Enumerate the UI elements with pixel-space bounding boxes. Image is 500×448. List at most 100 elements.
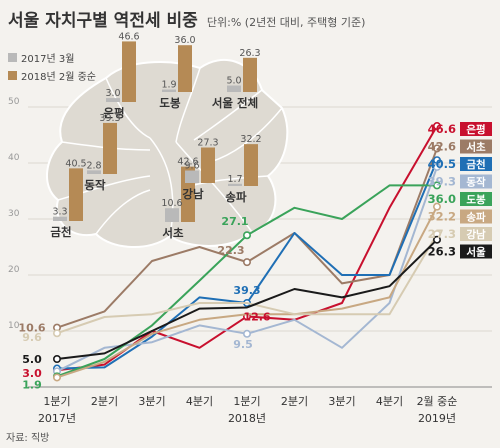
series-tag-label: 송파: [466, 211, 486, 224]
bar-2018: [201, 147, 215, 183]
district-border: [57, 175, 151, 201]
district-border: [193, 89, 263, 141]
series-tag: [460, 227, 492, 241]
x-tick-label: 1분기: [43, 395, 70, 408]
mid-value-label: 27.1: [221, 215, 248, 228]
bar-group-label: 금천: [50, 225, 71, 239]
mid-value-label: 9.5: [233, 338, 253, 351]
series-line: [56, 206, 438, 379]
bar-value-2017: 1.9: [161, 80, 176, 91]
bar-group-label: 은평: [103, 106, 124, 120]
bar-value-2018: 36.0: [174, 35, 195, 46]
series-tag-label: 은평: [466, 123, 485, 136]
x-year-label: 2018년: [228, 412, 266, 425]
end-value-label: 26.3: [428, 245, 456, 259]
bar-group-label: 강남: [182, 187, 204, 201]
bar-group: 2.8 39.3 동작: [84, 113, 120, 192]
bar-2017: [53, 216, 67, 221]
y-tick-label: 30: [8, 209, 20, 219]
end-value-label: 36.0: [428, 192, 456, 206]
bar-group: 5.0 26.3 서울 전체: [212, 48, 261, 110]
start-value-label: 3.0: [22, 367, 42, 380]
bar-value-2018: 39.3: [99, 113, 120, 124]
bar-legend: 2017년 3월 2018년 2월 중순: [8, 50, 96, 86]
series-tag: [460, 157, 492, 171]
series-tag-label: 서울: [466, 246, 486, 259]
x-tick-label: 3분기: [328, 395, 355, 408]
start-value-label: 10.6: [18, 322, 45, 335]
series-line: [56, 239, 438, 360]
legend-swatch-2018: [8, 71, 17, 80]
data-point: [432, 202, 441, 211]
district-border: [95, 189, 151, 235]
bar-2018: [244, 144, 258, 186]
legend-label-2018: 2018년 2월 중순: [21, 72, 96, 83]
x-tick-labels: 1분기 2분기 3분기 4분기 1분기 2분기 3분기 4분기 2월 중순 2017년 2018년 2…: [38, 395, 457, 425]
mid-value-label: 22.3: [217, 244, 244, 257]
bar-value-2017: 2.8: [86, 160, 101, 171]
start-labels: 3.0 10.6 1.9 9.6 5.0: [18, 322, 45, 392]
bar-group-label: 서울 전체: [212, 96, 258, 110]
data-point: [243, 329, 252, 338]
end-labels: 46.6 은평 42.6 서초 40.5 금천 39.3 동작 36.0 도봉 32.2 송파 27.3…: [428, 122, 492, 259]
series-tag: [460, 139, 492, 154]
district-border: [189, 175, 269, 187]
seoul-district-map: [45, 59, 289, 248]
bar-2018: [103, 122, 117, 174]
end-value-label: 42.6: [428, 140, 456, 154]
x-tick-label: 2분기: [91, 395, 118, 408]
x-tick-label: 2분기: [281, 395, 308, 408]
data-point: [52, 354, 61, 363]
series-tag-label: 강남: [466, 228, 486, 241]
data-point: [243, 258, 252, 267]
x-year-label: 2017년: [38, 412, 76, 425]
bar-value-2017: 5.0: [226, 76, 241, 87]
legend-item-2017: 2017년 3월: [8, 50, 96, 65]
bar-value-2017: 3.3: [52, 207, 67, 218]
data-point: [432, 144, 441, 153]
series-tag: [460, 122, 492, 136]
x-year-label: 2019년: [418, 412, 456, 425]
bar-2017: [228, 183, 242, 186]
series-tag: [460, 209, 492, 224]
series-tag: [460, 192, 492, 206]
page-subtitle: 단위:% (2년전 대비, 주택형 기준): [206, 16, 366, 29]
bar-value-2018: 32.2: [240, 134, 261, 145]
bar-value-2017: 9.6: [184, 161, 199, 172]
end-value-label: 27.3: [428, 227, 456, 241]
bar-group-label: 도봉: [159, 96, 181, 110]
y-tick-label: 20: [8, 265, 20, 275]
bar-group: 3.3 40.5 금천: [50, 158, 86, 239]
y-tick-label: 40: [8, 153, 20, 163]
bar-2018: [178, 45, 192, 92]
bar-group-label: 송파: [225, 190, 247, 204]
line-series: [52, 122, 441, 382]
series-tag: [460, 244, 492, 259]
bar-group: 1.7 32.2 송파: [225, 134, 261, 204]
start-value-label: 5.0: [22, 353, 42, 366]
end-value-label: 39.3: [428, 175, 456, 189]
bar-2017: [165, 208, 179, 222]
x-tick-label: 2월 중순: [417, 395, 458, 408]
series-송파: [52, 202, 441, 382]
series-tag-label: 금천: [466, 158, 485, 171]
source-note: 자료: 직방: [6, 433, 50, 444]
x-tick-label: 1분기: [233, 395, 260, 408]
bar-group-label: 서초: [162, 226, 184, 240]
bar-group: 3.0 46.6 은평: [103, 31, 139, 120]
data-point: [432, 162, 441, 171]
legend-item-2018: 2018년 2월 중순: [8, 68, 96, 83]
bar-2018: [122, 41, 136, 102]
mid-value-label: 39.3: [233, 284, 260, 297]
series-tag-label: 서초: [466, 141, 486, 154]
data-point: [52, 329, 61, 338]
end-value-label: 40.5: [428, 157, 456, 171]
series-tag-label: 동작: [466, 176, 486, 189]
series-강남: [52, 230, 441, 338]
bar-value-2018: 42.6: [177, 157, 198, 168]
end-value-label: 32.2: [428, 210, 456, 224]
series-line: [56, 233, 438, 335]
